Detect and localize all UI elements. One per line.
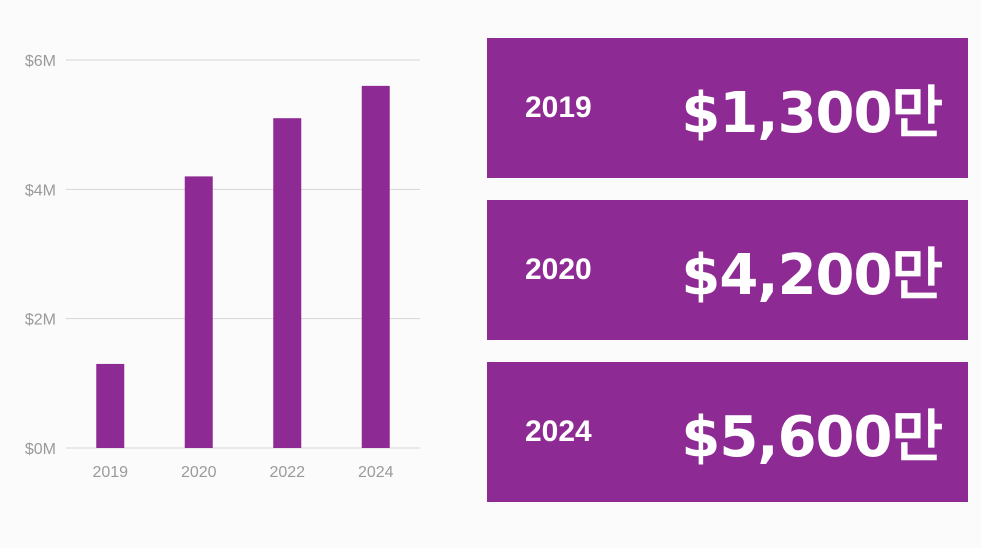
bar-chart: $0M $2M $4M $6M 2019 2020 2022 2024 <box>25 53 420 481</box>
y-tick-label: $4M <box>25 182 56 199</box>
x-tick-label: 2019 <box>92 464 128 481</box>
bar <box>273 118 302 448</box>
y-tick-label: $2M <box>25 312 56 329</box>
bar <box>96 363 125 448</box>
summary-card: 2024 $5,600만 <box>487 362 968 502</box>
summary-card: 2019 $1,300만 <box>487 38 968 178</box>
card-year: 2020 <box>525 253 592 286</box>
card-amount: $5,600만 <box>681 404 943 470</box>
card-amount: $4,200만 <box>681 242 943 308</box>
card-amount: $1,300만 <box>681 80 943 146</box>
card-year: 2019 <box>525 91 592 124</box>
summary-cards: 2019 $1,300만 2020 $4,200만 2024 $5,600만 <box>487 38 968 524</box>
bar <box>361 85 390 448</box>
summary-card: 2020 $4,200만 <box>487 200 968 340</box>
y-tick-label: $6M <box>25 53 56 70</box>
bar <box>184 176 213 448</box>
x-tick-label: 2022 <box>269 464 305 481</box>
y-tick-label: $0M <box>25 441 56 458</box>
card-year: 2024 <box>525 415 592 448</box>
x-tick-label: 2020 <box>181 464 217 481</box>
x-tick-label: 2024 <box>358 464 394 481</box>
